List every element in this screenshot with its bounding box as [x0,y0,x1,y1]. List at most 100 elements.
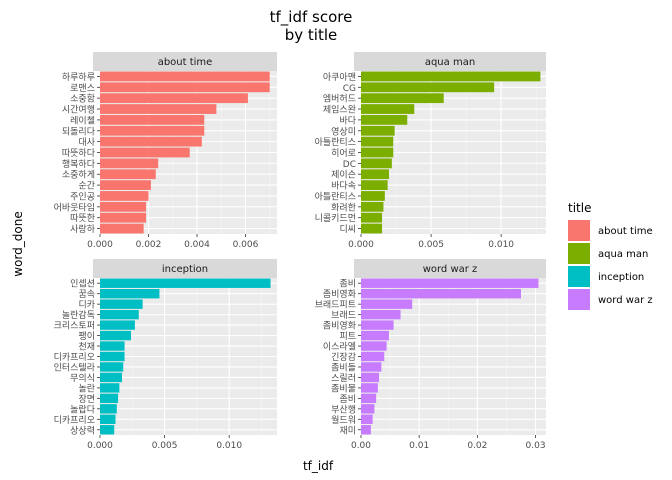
facet-panel: aqua man 0.000 0.005 0.010 아쿠아맨CG엠버허드제임스완바다영… [315,52,546,250]
facet-strip [93,52,277,71]
y-tick-label: 하루하루 [62,72,95,83]
bar [361,393,377,404]
y-tick-label: 로맨스 [70,83,95,94]
facet-panels: about time 0.000 0.002 0.004 0.006 하루하루로맨스소중함… [54,52,546,451]
y-tick-label: 좀비영화 [323,321,356,332]
y-tick-label: 좀비들 [331,362,356,373]
facet-panel: inception 0.000 0.005 0.010 인셉션꿈속디카놀란감독크리스토퍼… [54,259,277,451]
y-tick-label: 사랑하 [70,223,96,235]
legend-key [568,220,590,241]
x-tick-label: 0.006 [233,240,259,250]
bar [361,125,395,136]
y-tick-label: 놀란감독 [62,309,95,321]
bar [361,320,394,330]
y-tick-label: 어바웃타임 [54,201,95,213]
x-tick-label: 0.005 [152,441,178,451]
y-tick-label: 디카프리오 [54,415,95,426]
y-tick-label: 되돌리다 [62,126,96,137]
y-tick-label: 무의식 [70,373,95,384]
y-tick-label: 따뜻하다 [62,148,96,159]
bar [100,404,117,414]
x-tick-label: 0.00 [351,441,371,451]
x-tick-label: 0.002 [136,240,162,250]
bar [361,82,495,93]
chart-subtitle: by title [285,26,338,44]
bar [361,341,387,351]
bar [100,223,144,234]
bar [361,414,373,425]
x-tick-label: 0.010 [488,240,514,250]
bar [100,351,125,362]
bar [100,425,115,435]
facet-strip-label: inception [162,264,208,275]
y-tick-label: 브래드 [331,310,356,321]
x-tick-label: 0.010 [216,441,242,451]
bar [100,212,147,223]
y-tick-label: 이스라엘 [323,342,356,353]
facet-strip-label: aqua man [425,57,475,68]
bar [100,414,116,425]
x-axis-title: tf_idf [303,459,334,473]
y-tick-label: 천재 [78,342,95,353]
y-axis-title: word_done [11,211,25,276]
legend: title about time aqua man inception word wa… [568,201,653,310]
bar [100,383,120,393]
bar [100,372,122,383]
y-tick-label: 제임스완 [323,104,356,116]
y-tick-label: 스릴러 [331,373,356,384]
facet-strip [93,259,277,278]
chart-title: tf_idf score [270,8,353,27]
x-tick-label: 0.000 [348,240,374,250]
facet-strip-label: about time [158,57,213,68]
bar [100,158,159,169]
bar [100,104,217,114]
x-tick-label: 0.03 [526,441,546,451]
facet-strip [354,52,546,71]
y-tick-label: 따뜻한 [70,213,95,224]
y-tick-label: 아틀란티스 [315,136,356,148]
bar [361,136,394,147]
bar [100,362,124,372]
bar [361,383,378,393]
y-tick-label: 월드워 [331,414,356,426]
bar [100,180,151,190]
y-tick-label: 상상력 [70,424,95,436]
facet-strip-label: word war z [423,264,478,275]
bar [100,115,205,125]
bar [361,351,385,362]
bar [361,362,382,372]
bar [361,147,394,158]
bar [361,404,375,414]
bar [100,288,160,299]
x-tick-label: 0.004 [184,240,210,250]
bar [100,191,149,201]
y-tick-label: 시간여행 [62,104,95,116]
y-tick-label: 인터스텔라 [54,361,96,373]
bar [361,169,390,180]
legend-label: about time [598,226,653,237]
bar [361,71,541,82]
y-tick-label: 디카 [78,300,95,311]
y-tick-label: 바다 [339,115,356,126]
bar [361,115,408,125]
y-tick-label: 화려한 [331,202,356,213]
y-tick-label: 대사 [78,137,95,148]
legend-label: word war z [598,295,653,306]
bar [100,299,143,309]
x-tick-label: 0.000 [87,441,113,451]
bar [100,201,147,212]
y-tick-label: 팽이 [78,331,95,342]
bar [100,330,132,341]
bar [361,93,444,104]
facet-panel: about time 0.000 0.002 0.004 0.006 하루하루로맨스소중함… [54,52,277,250]
y-tick-label: 히어로 [331,148,356,159]
y-tick-label: 디카프리오 [54,352,95,363]
bar [361,191,385,201]
y-tick-label: 주인공 [70,191,95,202]
y-tick-label: 소중하게 [62,170,95,181]
y-tick-label: 인셉션 [70,279,95,290]
y-tick-label: 디씨 [339,224,356,235]
y-tick-label: 브래드피트 [315,300,356,311]
bar [361,158,392,169]
bar [100,169,156,180]
